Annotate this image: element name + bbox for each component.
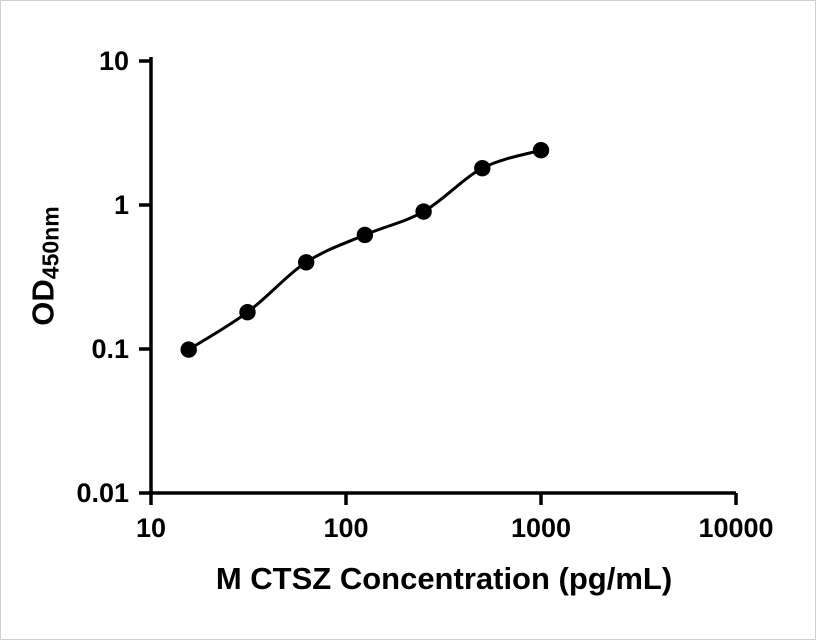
data-point (474, 160, 491, 177)
y-tick-label: 0.01 (76, 478, 129, 508)
x-tick-label: 1000 (511, 513, 571, 543)
data-point (180, 341, 197, 358)
x-axis-title: M CTSZ Concentration (pg/mL) (215, 561, 673, 596)
data-point (239, 304, 256, 321)
data-point (532, 142, 550, 159)
data-point (356, 226, 374, 244)
y-axis-title: OD450nm (26, 206, 65, 325)
x-tick-label: 100 (323, 513, 368, 543)
data-point (298, 254, 315, 271)
y-tick-label: 0.1 (91, 334, 129, 364)
data-point (415, 203, 432, 220)
y-tick-label: 10 (99, 46, 129, 76)
fit-curve (187, 148, 542, 351)
y-axis-title-main: OD (25, 279, 61, 326)
y-tick-label: 1 (114, 190, 129, 220)
x-tick-label: 10000 (698, 513, 773, 543)
y-axis-title-subscript: 450nm (37, 206, 64, 280)
x-tick-label: 10 (136, 513, 166, 543)
